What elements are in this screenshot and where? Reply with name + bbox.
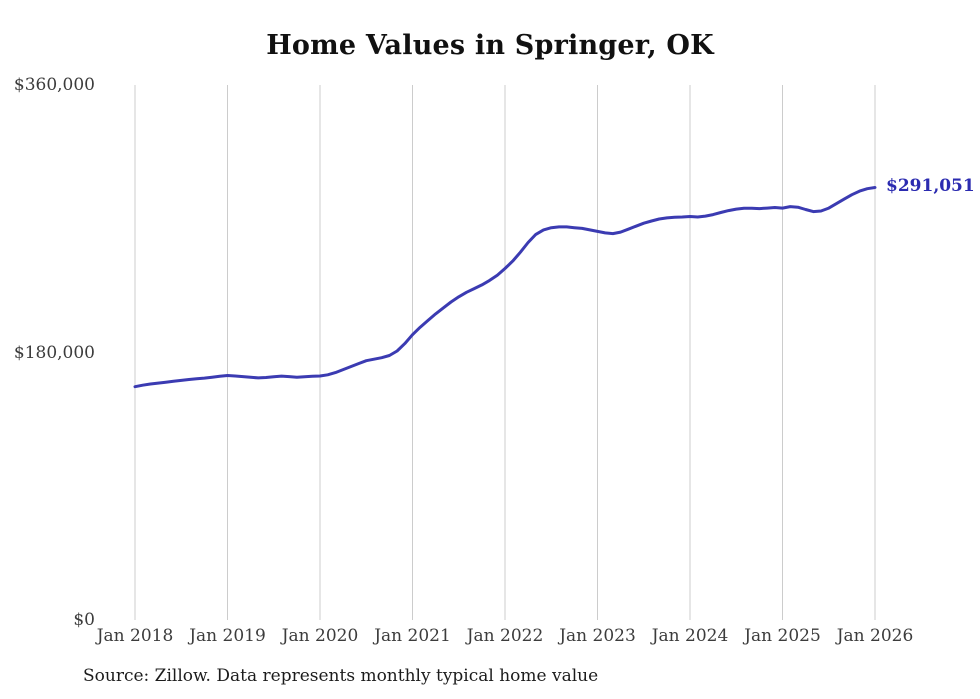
x-tick-label: Jan 2024 — [651, 626, 729, 646]
x-tick-label: Jan 2026 — [836, 626, 914, 646]
chart-title: Home Values in Springer, OK — [266, 30, 714, 61]
end-value-label: $291,051 — [886, 176, 975, 197]
home-value-series-line — [133, 186, 877, 389]
x-tick-label: Jan 2019 — [189, 626, 266, 646]
y-tick-label-180000: $180,000 — [13, 343, 95, 363]
x-tick-label: Jan 2021 — [374, 626, 451, 646]
x-tick-label: Jan 2020 — [281, 626, 359, 646]
x-tick-label: Jan 2023 — [559, 626, 636, 646]
x-tick-label: Jan 2018 — [96, 626, 174, 646]
x-tick-label: Jan 2022 — [466, 626, 544, 646]
source-note: Source: Zillow. Data represents monthly … — [83, 666, 599, 686]
y-tick-label-360000: $360,000 — [13, 75, 95, 95]
x-tick-label: Jan 2025 — [744, 626, 821, 646]
y-tick-label-0: $0 — [73, 610, 95, 630]
